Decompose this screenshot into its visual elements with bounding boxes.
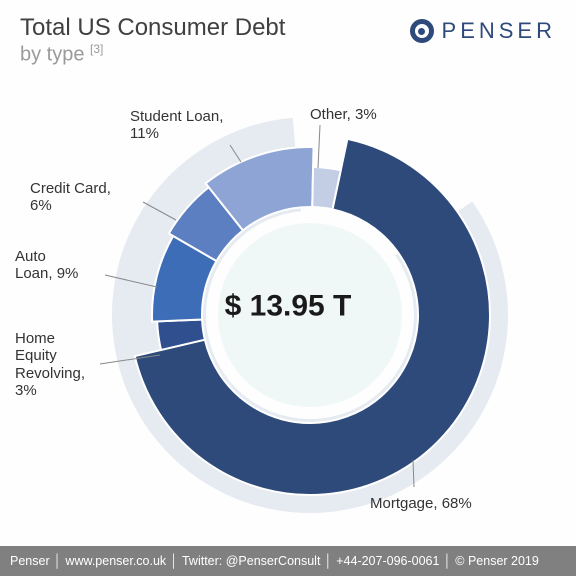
header: Total US Consumer Debt by type [3] PENSE… (0, 0, 576, 67)
leader-line (318, 125, 320, 168)
footer-copyright: © Penser 2019 (455, 554, 539, 568)
segment-label: Other, 3% (310, 106, 377, 123)
footer: Penser │ www.penser.co.uk │ Twitter: @Pe… (0, 546, 576, 576)
footer-sep: │ (443, 554, 451, 568)
segment-label: Student Loan, 11% (130, 108, 223, 143)
footer-twitter: Twitter: @PenserConsult (182, 554, 320, 568)
segment-label: Mortgage, 68% (370, 495, 472, 512)
segment-label: Home Equity Revolving, 3% (15, 330, 85, 399)
subtitle-text: by type (20, 44, 84, 66)
segment-label: Credit Card, 6% (30, 180, 111, 215)
chart-subtitle: by type [3] (20, 42, 285, 67)
donut-chart: $ 13.95 T Mortgage, 68% Home Equity Revol… (0, 70, 576, 542)
footer-sep: │ (324, 554, 332, 568)
footer-phone: +44-207-096-0061 (336, 554, 439, 568)
segment-label: Auto Loan, 9% (15, 248, 78, 283)
footer-website: www.penser.co.uk (65, 554, 166, 568)
center-value: $ 13.95 T (225, 290, 352, 324)
footer-sep: │ (170, 554, 178, 568)
brand-text: PENSER (442, 18, 556, 44)
brand: PENSER (410, 14, 556, 44)
subtitle-ref: [3] (90, 42, 103, 56)
brand-icon (410, 19, 434, 43)
title-block: Total US Consumer Debt by type [3] (20, 14, 285, 67)
footer-sep: │ (54, 554, 62, 568)
chart-title: Total US Consumer Debt (20, 14, 285, 42)
footer-company: Penser (10, 554, 50, 568)
